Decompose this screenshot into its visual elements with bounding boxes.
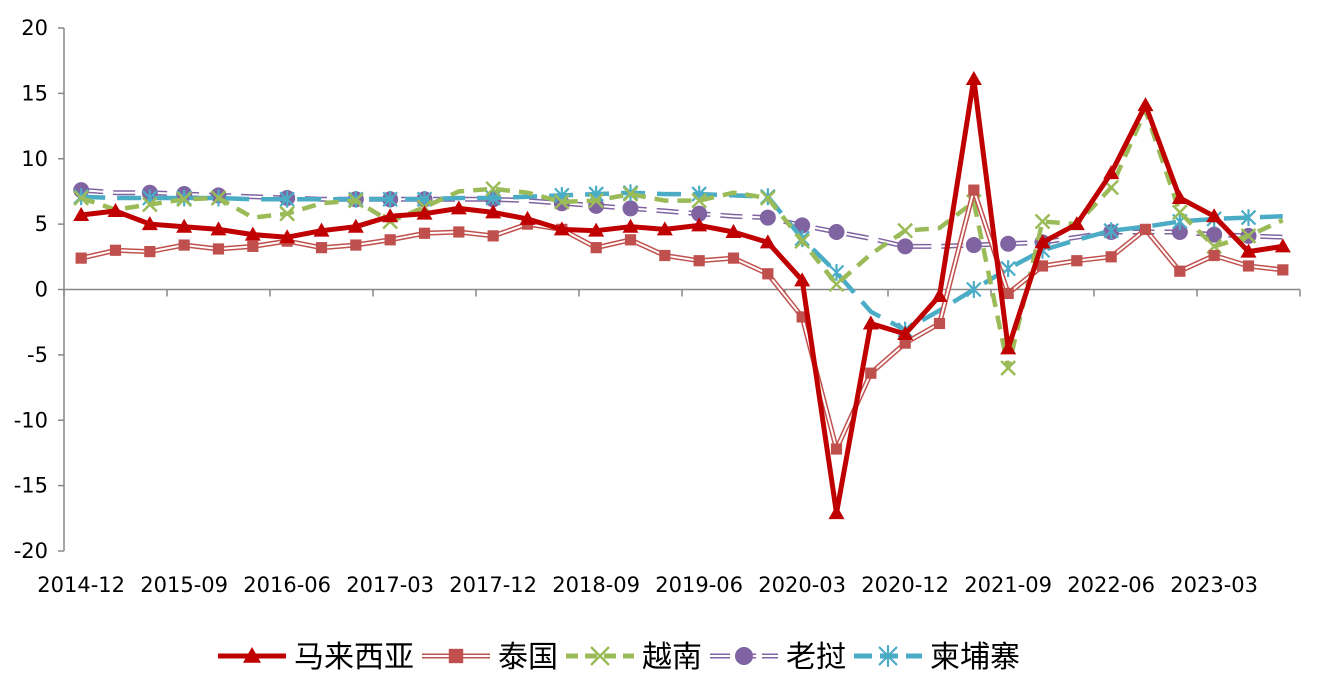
x-tick-label: 2019-06 xyxy=(655,573,743,597)
x-tick-label: 2014-12 xyxy=(37,573,125,597)
y-tick-label: 20 xyxy=(21,16,48,40)
data-point-thailand xyxy=(1277,264,1288,275)
data-point-malaysia xyxy=(829,505,845,519)
data-point-malaysia xyxy=(1138,97,1154,111)
data-point-thailand xyxy=(385,234,396,245)
series-line-cambodia xyxy=(81,193,1283,330)
legend-item-malaysia: 马来西亚 xyxy=(218,640,414,675)
data-point-laos xyxy=(1000,236,1016,252)
x-tick-label: 2020-03 xyxy=(758,573,846,597)
data-point-thailand xyxy=(110,245,121,256)
y-tick-label: -20 xyxy=(14,539,48,563)
legend-label-vietnam: 越南 xyxy=(642,640,702,675)
y-tick-labels: 20 15 10 5 0 -5 -10 -15 -20 xyxy=(14,16,48,563)
data-point-laos xyxy=(760,210,776,226)
y-tick-label: 10 xyxy=(21,147,48,171)
x-tick-label: 2023-03 xyxy=(1170,573,1258,597)
x-tick-label: 2017-03 xyxy=(346,573,434,597)
x-tick-label: 2021-09 xyxy=(964,573,1052,597)
data-point-thailand xyxy=(831,443,842,454)
y-tick-label: 15 xyxy=(21,81,48,105)
data-point-thailand xyxy=(1174,266,1185,277)
data-point-thailand xyxy=(1106,251,1117,262)
legend-marker-thailand xyxy=(449,649,463,663)
data-point-vietnam xyxy=(898,224,912,238)
data-point-thailand xyxy=(1243,260,1254,271)
y-tick-label: 0 xyxy=(35,278,48,302)
data-point-thailand xyxy=(316,242,327,253)
data-point-thailand xyxy=(1071,255,1082,266)
data-point-thailand xyxy=(865,368,876,379)
legend-marker-laos xyxy=(735,647,753,665)
x-tick-label: 2015-09 xyxy=(140,573,228,597)
legend-item-thailand: 泰国 xyxy=(422,640,558,675)
legend-label-malaysia: 马来西亚 xyxy=(294,640,414,675)
y-tick-label: -10 xyxy=(14,408,48,432)
data-point-laos xyxy=(623,200,639,216)
series-line-vietnam xyxy=(81,110,1283,368)
x-tick-label: 2016-06 xyxy=(243,573,331,597)
data-point-thailand xyxy=(728,253,739,264)
x-tick-label: 2020-12 xyxy=(861,573,949,597)
chart-axes xyxy=(58,28,1300,551)
legend-label-thailand: 泰国 xyxy=(498,640,558,675)
legend-item-laos: 老挝 xyxy=(710,640,846,675)
y-tick-label: -15 xyxy=(14,474,48,498)
x-tick-label: 2018-09 xyxy=(552,573,640,597)
y-tick-label: 5 xyxy=(35,212,48,236)
data-point-thailand xyxy=(659,250,670,261)
legend-item-vietnam: 越南 xyxy=(566,640,702,675)
data-point-thailand xyxy=(247,241,258,252)
data-point-thailand xyxy=(762,268,773,279)
x-tick-label: 2022-06 xyxy=(1067,573,1155,597)
data-point-thailand xyxy=(419,228,430,239)
data-point-malaysia xyxy=(863,315,879,329)
data-point-thailand xyxy=(488,230,499,241)
data-point-thailand xyxy=(1003,288,1014,299)
legend-label-cambodia: 柬埔寨 xyxy=(930,640,1020,675)
data-point-malaysia xyxy=(966,71,982,85)
legend-item-cambodia: 柬埔寨 xyxy=(854,640,1020,675)
data-point-laos xyxy=(897,238,913,254)
legend: 马来西亚 泰国 越南 老挝 柬埔寨 xyxy=(218,640,1020,675)
data-point-thailand xyxy=(213,243,224,254)
data-point-thailand xyxy=(76,253,87,264)
data-point-thailand xyxy=(968,185,979,196)
data-point-thailand xyxy=(179,239,190,250)
data-point-thailand xyxy=(1140,224,1151,235)
data-point-thailand xyxy=(934,318,945,329)
data-point-thailand xyxy=(1209,250,1220,261)
data-point-thailand xyxy=(453,226,464,237)
data-point-thailand xyxy=(144,246,155,257)
data-point-thailand xyxy=(694,255,705,266)
data-point-thailand xyxy=(591,242,602,253)
data-point-laos xyxy=(829,224,845,240)
data-point-thailand xyxy=(625,234,636,245)
data-point-thailand xyxy=(350,239,361,250)
y-tick-label: -5 xyxy=(27,343,48,367)
legend-label-laos: 老挝 xyxy=(786,640,846,675)
x-tick-labels: 2014-12 2015-09 2016-06 2017-03 2017-12 2018-… xyxy=(37,573,1258,597)
x-tick-label: 2017-12 xyxy=(449,573,537,597)
series-cambodia xyxy=(74,184,1283,338)
